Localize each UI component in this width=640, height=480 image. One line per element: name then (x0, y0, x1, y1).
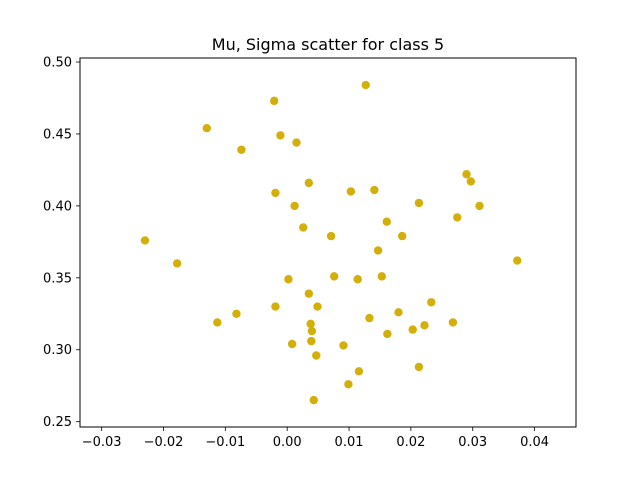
y-tick-label: 0.30 (43, 343, 72, 358)
data-point (354, 367, 364, 376)
y-axis: 0.25 0.30 0.35 0.40 0.45 0.50 (43, 56, 80, 430)
x-tick-label: −0.01 (205, 435, 245, 450)
x-axis: −0.03 −0.02 −0.01 0.00 0.01 0.02 0.03 0.04 (82, 427, 549, 450)
data-point (284, 275, 293, 284)
data-point (344, 380, 353, 389)
data-point (307, 336, 316, 346)
data-point (213, 318, 222, 327)
data-point (365, 313, 374, 323)
data-point (346, 187, 356, 196)
data-point (370, 185, 379, 195)
data-point (306, 319, 315, 329)
data-point (394, 308, 403, 317)
data-point (361, 80, 370, 90)
data-point (414, 362, 424, 372)
data-point (172, 259, 182, 268)
y-tick-label: 0.50 (43, 56, 72, 71)
data-point (382, 217, 391, 226)
x-tick-label: 0.03 (458, 435, 487, 450)
data-point (329, 272, 339, 281)
data-point (398, 231, 407, 241)
data-point (466, 177, 476, 186)
data-point (299, 223, 308, 232)
data-point (312, 351, 321, 360)
data-point (313, 302, 322, 311)
x-tick-label: −0.03 (82, 435, 122, 450)
data-point (290, 201, 299, 211)
chart-title: Mu, Sigma scatter for class 5 (212, 35, 444, 54)
data-point (237, 145, 246, 154)
data-point (326, 231, 336, 241)
data-point (271, 302, 280, 311)
data-point (309, 395, 318, 405)
x-tick-label: 0.01 (335, 435, 364, 450)
x-tick-label: −0.02 (144, 435, 184, 450)
data-point (475, 201, 484, 211)
data-point (414, 198, 424, 208)
data-point (269, 96, 279, 106)
data-point (383, 329, 392, 339)
data-points (140, 80, 522, 405)
data-point (513, 256, 522, 265)
data-point (408, 325, 417, 334)
data-point (140, 236, 150, 245)
data-point (307, 326, 317, 336)
data-point (427, 298, 436, 307)
data-point (304, 178, 314, 188)
data-point (271, 188, 280, 198)
data-point (232, 309, 241, 318)
y-tick-label: 0.35 (43, 271, 72, 286)
y-tick-label: 0.25 (43, 415, 72, 430)
data-point (353, 275, 362, 284)
data-point (292, 138, 301, 147)
data-point (304, 289, 314, 298)
x-tick-label: 0.02 (396, 435, 425, 450)
plot-area-frame (79, 57, 577, 428)
data-point (377, 272, 387, 281)
data-point (287, 339, 297, 349)
y-tick-label: 0.45 (43, 127, 72, 142)
data-point (462, 170, 471, 179)
data-point (202, 124, 211, 133)
data-point (339, 341, 348, 350)
x-tick-label: 0.00 (273, 435, 302, 450)
data-point (448, 318, 458, 327)
data-point (420, 321, 429, 330)
data-point (373, 246, 383, 255)
y-tick-label: 0.40 (43, 199, 72, 214)
x-tick-label: 0.04 (520, 435, 549, 450)
data-point (276, 131, 285, 140)
data-point (453, 213, 462, 222)
